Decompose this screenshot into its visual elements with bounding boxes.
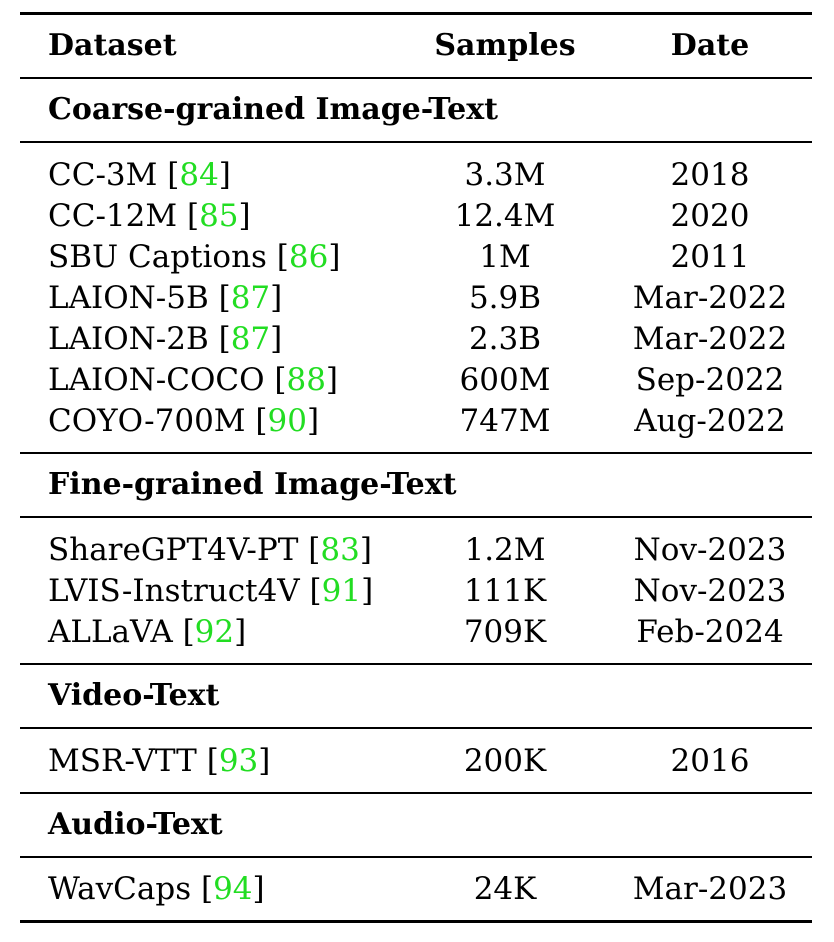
table-row: ALLaVA [92] 709K Feb-2024 bbox=[20, 612, 812, 652]
section-title: Video-Text bbox=[48, 678, 220, 713]
samples-cell: 12.4M bbox=[454, 198, 556, 234]
section-rule bbox=[20, 792, 812, 794]
table-row: ShareGPT4V-PT [83] 1.2M Nov-2023 bbox=[20, 530, 812, 570]
dataset-name: LAION-COCO [88] bbox=[48, 362, 339, 398]
section-rule bbox=[20, 727, 812, 729]
dataset-name: SBU Captions [86] bbox=[48, 239, 341, 275]
dataset-label: CC-12M bbox=[48, 198, 178, 234]
samples-cell: 2.3B bbox=[468, 321, 542, 357]
table-row: WavCaps [94] 24K Mar-2023 bbox=[20, 869, 812, 909]
dataset-label: ShareGPT4V-PT bbox=[48, 532, 299, 568]
dataset-label: WavCaps bbox=[48, 871, 192, 907]
citation-link[interactable]: 88 bbox=[286, 362, 326, 398]
citation-link[interactable]: 87 bbox=[230, 280, 271, 316]
section-rule bbox=[20, 452, 812, 454]
date-cell: 2018 bbox=[670, 157, 750, 193]
top-rule bbox=[20, 12, 812, 15]
dataset-name: CC-12M [85] bbox=[48, 198, 251, 234]
dataset-label: CC-3M bbox=[48, 157, 158, 193]
dataset-label: ALLaVA bbox=[48, 614, 173, 650]
section-header: Fine-grained Image-Text bbox=[20, 465, 812, 505]
dataset-name: LAION-5B [87] bbox=[48, 280, 283, 316]
samples-cell: 709K bbox=[463, 614, 547, 650]
citation-link[interactable]: 84 bbox=[179, 157, 219, 193]
section-rule bbox=[20, 663, 812, 665]
dataset-name: WavCaps [94] bbox=[48, 871, 265, 907]
dataset-label: LAION-COCO bbox=[48, 362, 265, 398]
section-header: Coarse-grained Image-Text bbox=[20, 90, 812, 130]
date-cell: Aug-2022 bbox=[634, 403, 786, 439]
date-cell: Nov-2023 bbox=[633, 573, 787, 609]
citation-link[interactable]: 83 bbox=[320, 532, 360, 568]
citation-link[interactable]: 92 bbox=[194, 614, 235, 650]
section-title: Coarse-grained Image-Text bbox=[48, 92, 498, 127]
citation-link[interactable]: 93 bbox=[218, 743, 259, 779]
date-cell: Nov-2023 bbox=[633, 532, 787, 568]
date-cell: 2011 bbox=[670, 239, 750, 275]
citation-link[interactable]: 86 bbox=[288, 239, 329, 275]
table-row: COYO-700M [90] 747M Aug-2022 bbox=[20, 401, 812, 441]
date-cell: Sep-2022 bbox=[635, 362, 785, 398]
dataset-label: LAION-2B bbox=[48, 321, 209, 357]
table-row: LAION-5B [87] 5.9B Mar-2022 bbox=[20, 278, 812, 318]
dataset-name: ShareGPT4V-PT [83] bbox=[48, 532, 372, 568]
citation-link[interactable]: 90 bbox=[267, 403, 307, 439]
citation-link[interactable]: 87 bbox=[230, 321, 271, 357]
header-row: Dataset Samples Date bbox=[20, 26, 812, 66]
header-date: Date bbox=[670, 28, 750, 63]
section-rule bbox=[20, 516, 812, 518]
samples-cell: 1.2M bbox=[464, 532, 546, 568]
citation-link[interactable]: 85 bbox=[199, 198, 239, 234]
header-dataset: Dataset bbox=[48, 28, 177, 63]
citation-link[interactable]: 94 bbox=[213, 871, 253, 907]
table-row: CC-12M [85] 12.4M 2020 bbox=[20, 196, 812, 236]
samples-cell: 24K bbox=[473, 871, 537, 907]
samples-cell: 111K bbox=[463, 573, 547, 609]
dataset-name: LAION-2B [87] bbox=[48, 321, 283, 357]
section-rule bbox=[20, 77, 812, 79]
table-row: LAION-2B [87] 2.3B Mar-2022 bbox=[20, 319, 812, 359]
samples-cell: 747M bbox=[459, 403, 551, 439]
header-samples: Samples bbox=[434, 28, 576, 63]
date-cell: Mar-2022 bbox=[632, 280, 788, 316]
samples-cell: 3.3M bbox=[464, 157, 546, 193]
dataset-label: LVIS-Instruct4V bbox=[48, 573, 300, 609]
section-rule bbox=[20, 141, 812, 143]
citation-link[interactable]: 91 bbox=[321, 573, 362, 609]
dataset-name: ALLaVA [92] bbox=[48, 614, 247, 650]
date-cell: Feb-2024 bbox=[636, 614, 784, 650]
table-row: LAION-COCO [88] 600M Sep-2022 bbox=[20, 360, 812, 400]
table-row: LVIS-Instruct4V [91] 111K Nov-2023 bbox=[20, 571, 812, 611]
dataset-label: COYO-700M bbox=[48, 403, 246, 439]
date-cell: 2016 bbox=[670, 743, 750, 779]
date-cell: 2020 bbox=[670, 198, 750, 234]
samples-cell: 1M bbox=[479, 239, 531, 275]
table-row: CC-3M [84] 3.3M 2018 bbox=[20, 155, 812, 195]
section-title: Fine-grained Image-Text bbox=[48, 467, 457, 502]
dataset-name: LVIS-Instruct4V [91] bbox=[48, 573, 374, 609]
table-row: SBU Captions [86] 1M 2011 bbox=[20, 237, 812, 277]
dataset-label: MSR-VTT bbox=[48, 743, 197, 779]
samples-cell: 5.9B bbox=[468, 280, 542, 316]
dataset-label: LAION-5B bbox=[48, 280, 209, 316]
date-cell: Mar-2023 bbox=[632, 871, 788, 907]
section-header: Audio-Text bbox=[20, 805, 812, 845]
date-cell: Mar-2022 bbox=[632, 321, 788, 357]
dataset-label: SBU Captions bbox=[48, 239, 267, 275]
dataset-name: CC-3M [84] bbox=[48, 157, 231, 193]
section-header: Video-Text bbox=[20, 676, 812, 716]
samples-cell: 600M bbox=[459, 362, 551, 398]
section-title: Audio-Text bbox=[48, 807, 223, 842]
section-rule bbox=[20, 856, 812, 858]
dataset-name: MSR-VTT [93] bbox=[48, 743, 271, 779]
bottom-rule bbox=[20, 920, 812, 923]
table-row: MSR-VTT [93] 200K 2016 bbox=[20, 741, 812, 781]
samples-cell: 200K bbox=[463, 743, 547, 779]
dataset-name: COYO-700M [90] bbox=[48, 403, 320, 439]
